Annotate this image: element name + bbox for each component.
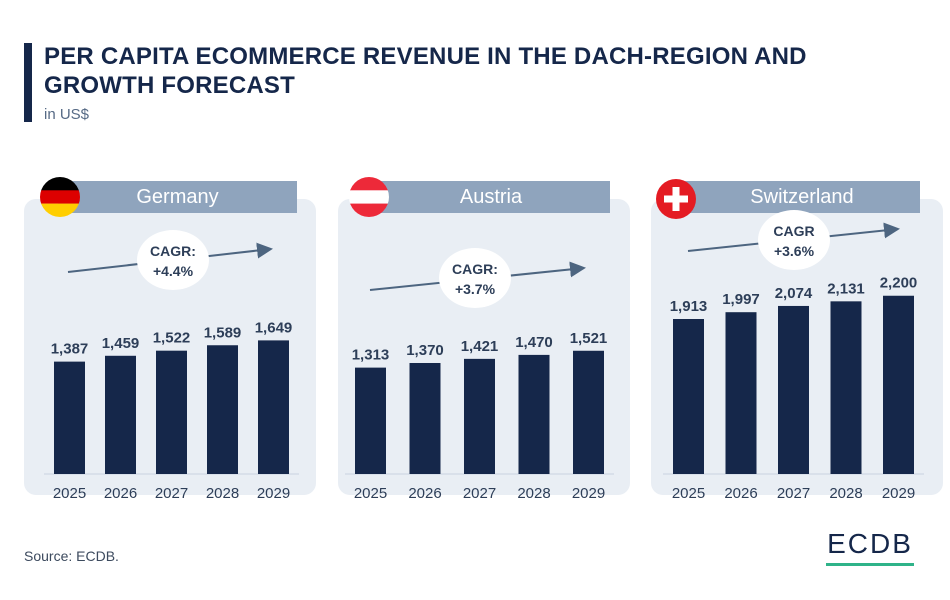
- title-accent-bar: [24, 43, 32, 122]
- austria-flag-icon: [349, 177, 389, 217]
- bar-austria-2025: [355, 367, 386, 474]
- source-note: Source: ECDB.: [24, 548, 119, 564]
- x-tick-label-switzerland-2029: 2029: [882, 485, 915, 502]
- value-label-austria-2025: 1,313: [352, 347, 390, 364]
- x-tick-label-austria-2026: 2026: [408, 485, 441, 502]
- value-label-switzerland-2026: 1,997: [722, 291, 760, 308]
- bar-switzerland-2027: [778, 305, 809, 474]
- x-tick-label-germany-2029: 2029: [257, 485, 290, 502]
- panel-header-austria: Austria: [372, 181, 610, 213]
- bar-switzerland-2025: [673, 319, 704, 474]
- value-label-germany-2027: 1,522: [153, 330, 191, 347]
- switzerland-flag-icon: [656, 179, 696, 219]
- value-label-austria-2026: 1,370: [406, 342, 444, 359]
- x-tick-label-germany-2025: 2025: [53, 485, 86, 502]
- value-label-germany-2028: 1,589: [204, 324, 242, 341]
- bar-germany-2027: [156, 350, 187, 474]
- bar-austria-2028: [518, 354, 550, 474]
- country-label-austria: Austria: [459, 186, 523, 208]
- value-label-switzerland-2028: 2,131: [827, 280, 865, 297]
- bar-switzerland-2029: [883, 295, 914, 474]
- cagr-bubble-switzerland: [758, 210, 830, 270]
- value-label-austria-2029: 1,521: [570, 330, 608, 347]
- bar-germany-2028: [207, 345, 238, 474]
- bar-austria-2026: [409, 362, 441, 474]
- cagr-bubble-germany: [137, 230, 209, 290]
- cagr-value-austria: +3.7%: [455, 281, 496, 297]
- chart-subtitle: in US$: [44, 106, 90, 123]
- x-tick-label-germany-2028: 2028: [206, 485, 239, 502]
- x-tick-label-austria-2029: 2029: [572, 485, 605, 502]
- cagr-value-switzerland: +3.6%: [774, 243, 815, 259]
- x-tick-label-switzerland-2025: 2025: [672, 485, 705, 502]
- chart-title: PER CAPITA ECOMMERCE REVENUE IN THE DACH…: [44, 43, 807, 99]
- cagr-label-switzerland: CAGR: [773, 223, 814, 239]
- bar-germany-2029: [258, 340, 289, 474]
- x-tick-label-switzerland-2027: 2027: [777, 485, 810, 502]
- country-label-germany: Germany: [136, 186, 219, 208]
- cagr-label-austria: CAGR:: [452, 261, 498, 277]
- panel-header-switzerland: Switzerland: [684, 181, 920, 213]
- value-label-germany-2029: 1,649: [255, 319, 293, 336]
- x-tick-label-germany-2027: 2027: [155, 485, 188, 502]
- bar-switzerland-2028: [830, 301, 862, 474]
- cagr-bubble-austria: [439, 248, 511, 308]
- value-label-switzerland-2027: 2,074: [775, 285, 813, 302]
- bar-germany-2026: [105, 355, 136, 474]
- cagr-label-germany: CAGR:: [150, 243, 196, 259]
- country-label-switzerland: Switzerland: [750, 186, 854, 208]
- value-label-germany-2025: 1,387: [51, 341, 89, 358]
- value-label-austria-2028: 1,470: [515, 334, 553, 351]
- bar-switzerland-2026: [725, 312, 757, 474]
- bar-germany-2025: [54, 361, 85, 474]
- ecdb-logo: ECDB: [826, 527, 914, 566]
- value-label-switzerland-2025: 1,913: [670, 298, 708, 315]
- x-tick-label-austria-2027: 2027: [463, 485, 496, 502]
- value-label-switzerland-2029: 2,200: [880, 275, 918, 292]
- germany-flag-icon: [40, 177, 80, 217]
- panel-header-germany: Germany: [58, 181, 297, 213]
- value-label-austria-2027: 1,421: [461, 338, 499, 355]
- bar-austria-2027: [464, 358, 495, 474]
- bar-austria-2029: [573, 350, 604, 474]
- x-tick-label-austria-2028: 2028: [517, 485, 550, 502]
- x-tick-label-germany-2026: 2026: [104, 485, 137, 502]
- value-label-germany-2026: 1,459: [102, 335, 140, 352]
- logo-underline: [826, 563, 914, 566]
- cagr-value-germany: +4.4%: [153, 263, 194, 279]
- x-tick-label-austria-2025: 2025: [354, 485, 387, 502]
- x-tick-label-switzerland-2026: 2026: [724, 485, 757, 502]
- x-tick-label-switzerland-2028: 2028: [829, 485, 862, 502]
- logo-text: ECDB: [827, 528, 913, 559]
